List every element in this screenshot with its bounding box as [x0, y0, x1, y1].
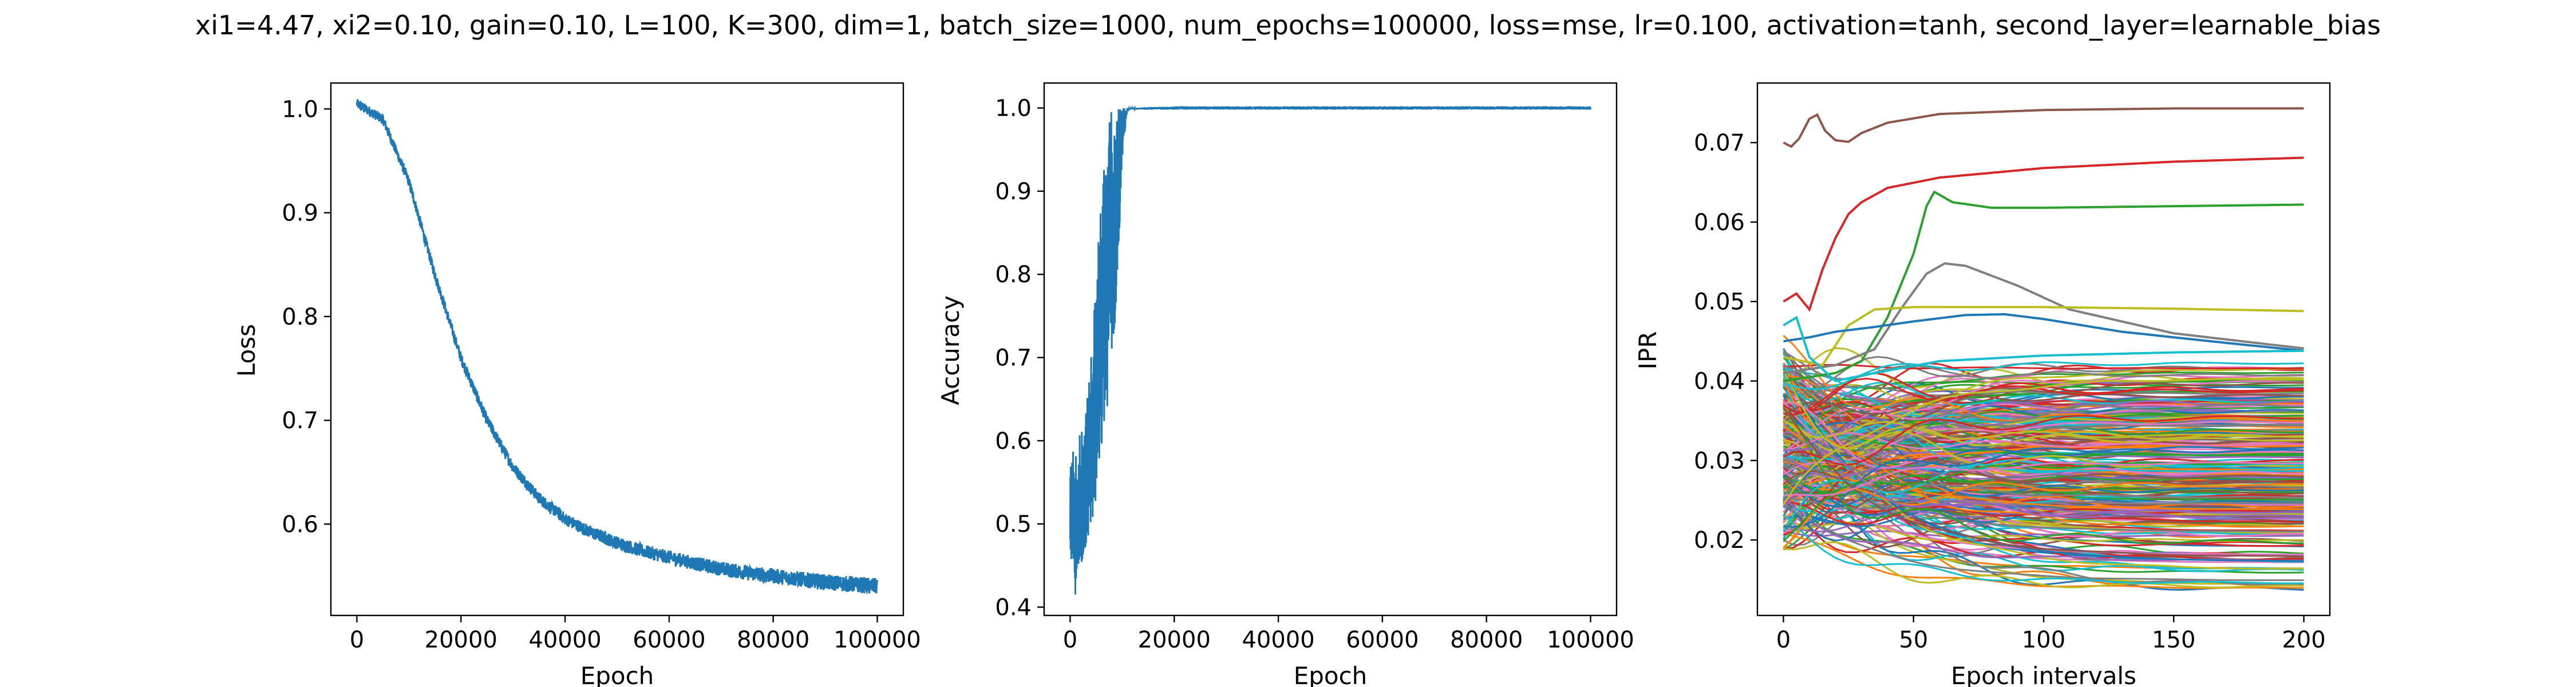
ipr-series-line [1783, 439, 2304, 528]
ipr-xlabel: Epoch intervals [1951, 662, 2136, 687]
ipr-series-line [1783, 377, 2304, 416]
ipr-series-line [1783, 541, 2304, 589]
loss-xlabel: Epoch [580, 662, 654, 687]
ipr-series-line [1783, 335, 2304, 423]
ipr-plot-area [1783, 107, 2304, 591]
accuracy-xtick-label: 100000 [1547, 627, 1634, 653]
ipr-highlighted-line [1783, 156, 2304, 312]
ipr-series-line [1783, 403, 2304, 498]
ipr-highlighted-line [1783, 262, 2304, 374]
ipr-series-line [1783, 455, 2304, 514]
accuracy-plot-area [1069, 105, 1591, 595]
ipr-series-line [1783, 377, 2304, 410]
accuracy-ytick-label: 0.6 [995, 428, 1032, 455]
ipr-panel: Epoch intervals IPR 0 50 100 150 200 0.02 0.03… [1634, 82, 2331, 687]
accuracy-xtick-label: 0 [1063, 627, 1077, 653]
accuracy-panel: Epoch Accuracy 0 20000 40000 60000 80000 1000… [937, 82, 1634, 687]
accuracy-xtick-label: 20000 [1138, 627, 1211, 653]
ipr-series-line [1783, 495, 2304, 572]
ipr-series-line [1783, 368, 2304, 530]
loss-axes-frame [330, 82, 904, 617]
ipr-series-line [1783, 432, 2304, 452]
ipr-series-line [1783, 364, 2304, 370]
loss-plot-area [356, 99, 878, 595]
ipr-series-line [1783, 448, 2304, 518]
accuracy-ytick-label: 0.7 [995, 345, 1032, 372]
loss-panel: Epoch Loss 0 20000 40000 60000 80000 100000 0.… [232, 82, 921, 687]
ipr-series-line [1783, 425, 2304, 520]
loss-xtick-label: 40000 [528, 627, 601, 653]
ipr-series-line [1783, 393, 2304, 418]
accuracy-axes-frame [1043, 82, 1618, 617]
accuracy-ytick-label: 0.8 [995, 262, 1032, 288]
loss-xtick-label: 0 [350, 627, 364, 653]
accuracy-ytick-label: 0.4 [995, 594, 1032, 621]
ipr-xtick-label: 0 [1776, 627, 1791, 653]
accuracy-ylabel: Accuracy [937, 295, 965, 405]
ipr-series-line [1783, 406, 2304, 545]
figure-title: xi1=4.47, xi2=0.10, gain=0.10, L=100, K=… [195, 10, 2381, 41]
ipr-xtick-label: 100 [2022, 627, 2065, 653]
ipr-ytick-label: 0.07 [1694, 130, 1745, 156]
ipr-highlighted-line [1783, 315, 2304, 382]
accuracy-ytick-label: 0.5 [995, 511, 1032, 538]
accuracy-xtick-label: 40000 [1242, 627, 1314, 653]
ipr-highlighted-line [1783, 313, 2304, 352]
accuracy-xtick-label: 60000 [1346, 627, 1419, 653]
ipr-series-line [1783, 502, 2304, 581]
ipr-xtick-label: 150 [2152, 627, 2195, 653]
loss-ytick-label: 0.8 [282, 304, 318, 330]
ipr-series-line [1783, 446, 2304, 528]
ipr-ylabel: IPR [1634, 331, 1662, 370]
ipr-series-line [1783, 439, 2304, 586]
ipr-series-line [1783, 372, 2304, 422]
ipr-highlighted-line [1783, 306, 2304, 367]
ipr-xtick-label: 50 [1899, 627, 1928, 653]
ipr-highlighted-line [1783, 107, 2304, 148]
ipr-ytick-label: 0.06 [1694, 210, 1745, 236]
loss-ytick-label: 0.6 [282, 511, 318, 538]
accuracy-ytick-label: 1.0 [995, 96, 1032, 122]
ipr-series-line [1783, 405, 2304, 453]
ipr-series-line [1783, 421, 2304, 476]
ipr-series-line [1783, 470, 2304, 493]
loss-xtick-label: 20000 [425, 627, 497, 653]
ipr-xtick-label: 200 [2282, 627, 2325, 653]
accuracy-xtick-label: 80000 [1450, 627, 1523, 653]
loss-xtick-label: 80000 [737, 627, 809, 653]
loss-ytick-label: 1.0 [282, 96, 318, 123]
ipr-highlighted-line [1783, 190, 2304, 382]
ipr-series-line [1783, 361, 2304, 390]
ipr-series-line [1783, 418, 2304, 440]
loss-ytick-label: 0.7 [282, 408, 318, 434]
ipr-series-line [1783, 402, 2304, 476]
loss-xtick-label: 100000 [833, 627, 921, 653]
ipr-series-line [1783, 385, 2304, 397]
ipr-ytick-label: 0.05 [1694, 289, 1745, 315]
accuracy-xlabel: Epoch [1294, 662, 1368, 687]
loss-xtick-label: 60000 [633, 627, 705, 653]
loss-ylabel: Loss [232, 324, 260, 377]
accuracy-ytick-label: 0.9 [995, 179, 1032, 205]
ipr-series-line [1783, 433, 2304, 499]
ipr-ytick-label: 0.04 [1694, 369, 1745, 395]
ipr-series-line [1783, 514, 2304, 585]
ipr-series-line [1783, 484, 2304, 563]
accuracy-series-line [1069, 105, 1591, 595]
ipr-series-line [1783, 491, 2304, 513]
ipr-series-line [1783, 380, 2304, 406]
ipr-series-line [1783, 377, 2304, 506]
loss-ytick-label: 0.9 [282, 200, 318, 227]
loss-series-line [356, 99, 878, 595]
ipr-series-line [1783, 481, 2304, 550]
ipr-series-line [1783, 463, 2304, 532]
ipr-ytick-label: 0.02 [1694, 527, 1745, 554]
ipr-series-line [1783, 414, 2304, 466]
ipr-series-line [1783, 461, 2304, 496]
ipr-series-line [1783, 403, 2304, 453]
ipr-ytick-label: 0.03 [1694, 448, 1745, 474]
ipr-series-line [1783, 407, 2304, 558]
ipr-series-line [1783, 498, 2304, 510]
